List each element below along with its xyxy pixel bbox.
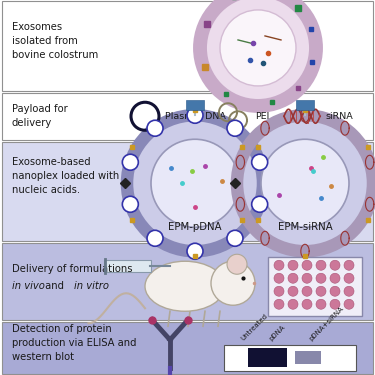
Circle shape bbox=[330, 286, 340, 296]
FancyBboxPatch shape bbox=[2, 1, 373, 91]
FancyBboxPatch shape bbox=[186, 100, 204, 110]
Text: Plasmid DNA: Plasmid DNA bbox=[165, 112, 226, 121]
Circle shape bbox=[330, 273, 340, 283]
Text: Payload for
delivery: Payload for delivery bbox=[12, 104, 68, 128]
Circle shape bbox=[151, 139, 239, 227]
Circle shape bbox=[274, 260, 284, 270]
Circle shape bbox=[211, 261, 255, 305]
Circle shape bbox=[227, 230, 243, 246]
Circle shape bbox=[237, 115, 373, 251]
FancyBboxPatch shape bbox=[248, 348, 286, 368]
Circle shape bbox=[288, 260, 298, 270]
Circle shape bbox=[200, 0, 316, 106]
Circle shape bbox=[344, 260, 354, 270]
Circle shape bbox=[316, 299, 326, 309]
Circle shape bbox=[344, 299, 354, 309]
Text: in vitro: in vitro bbox=[74, 281, 109, 291]
Text: Delivery of formulations: Delivery of formulations bbox=[12, 264, 132, 274]
Circle shape bbox=[147, 230, 163, 246]
FancyBboxPatch shape bbox=[2, 322, 373, 374]
FancyBboxPatch shape bbox=[2, 93, 373, 140]
Text: siRNA: siRNA bbox=[325, 112, 353, 121]
Circle shape bbox=[288, 299, 298, 309]
Circle shape bbox=[274, 286, 284, 296]
FancyBboxPatch shape bbox=[104, 260, 151, 272]
Text: EPM-siRNA: EPM-siRNA bbox=[278, 222, 332, 232]
Circle shape bbox=[274, 299, 284, 309]
FancyBboxPatch shape bbox=[296, 100, 314, 110]
Ellipse shape bbox=[145, 261, 225, 311]
Text: EPM-pDNA: EPM-pDNA bbox=[168, 222, 222, 232]
Circle shape bbox=[344, 273, 354, 283]
Circle shape bbox=[227, 120, 243, 136]
Circle shape bbox=[252, 196, 268, 212]
Circle shape bbox=[302, 260, 312, 270]
Text: Untreated: Untreated bbox=[240, 313, 269, 342]
Circle shape bbox=[220, 10, 296, 86]
Circle shape bbox=[316, 260, 326, 270]
Circle shape bbox=[274, 273, 284, 283]
Circle shape bbox=[316, 273, 326, 283]
Circle shape bbox=[227, 254, 247, 274]
Circle shape bbox=[288, 273, 298, 283]
FancyBboxPatch shape bbox=[2, 243, 373, 320]
FancyBboxPatch shape bbox=[2, 142, 373, 241]
Circle shape bbox=[187, 107, 203, 123]
FancyBboxPatch shape bbox=[268, 257, 362, 316]
Circle shape bbox=[302, 299, 312, 309]
FancyBboxPatch shape bbox=[294, 351, 321, 364]
Circle shape bbox=[122, 196, 138, 212]
Circle shape bbox=[252, 154, 268, 170]
Circle shape bbox=[344, 286, 354, 296]
Text: pDNA: pDNA bbox=[268, 324, 286, 342]
Text: and: and bbox=[42, 281, 67, 291]
Text: in vivo: in vivo bbox=[12, 281, 45, 291]
Circle shape bbox=[288, 286, 298, 296]
Text: Exosome-based
nanoplex loaded with
nucleic acids.: Exosome-based nanoplex loaded with nucle… bbox=[12, 157, 119, 195]
Circle shape bbox=[147, 120, 163, 136]
Circle shape bbox=[127, 115, 263, 251]
Circle shape bbox=[330, 299, 340, 309]
Circle shape bbox=[122, 154, 138, 170]
Circle shape bbox=[330, 260, 340, 270]
FancyBboxPatch shape bbox=[224, 345, 356, 371]
Text: PEI: PEI bbox=[255, 112, 269, 121]
Text: pDNA+siRNA: pDNA+siRNA bbox=[308, 305, 345, 342]
Circle shape bbox=[187, 243, 203, 259]
Circle shape bbox=[261, 139, 349, 227]
Circle shape bbox=[302, 286, 312, 296]
Text: Detection of protein
production via ELISA and
western blot: Detection of protein production via ELIS… bbox=[12, 324, 136, 362]
Circle shape bbox=[316, 286, 326, 296]
Text: Exosomes
isolated from
bovine colostrum: Exosomes isolated from bovine colostrum bbox=[12, 22, 98, 60]
Circle shape bbox=[302, 273, 312, 283]
